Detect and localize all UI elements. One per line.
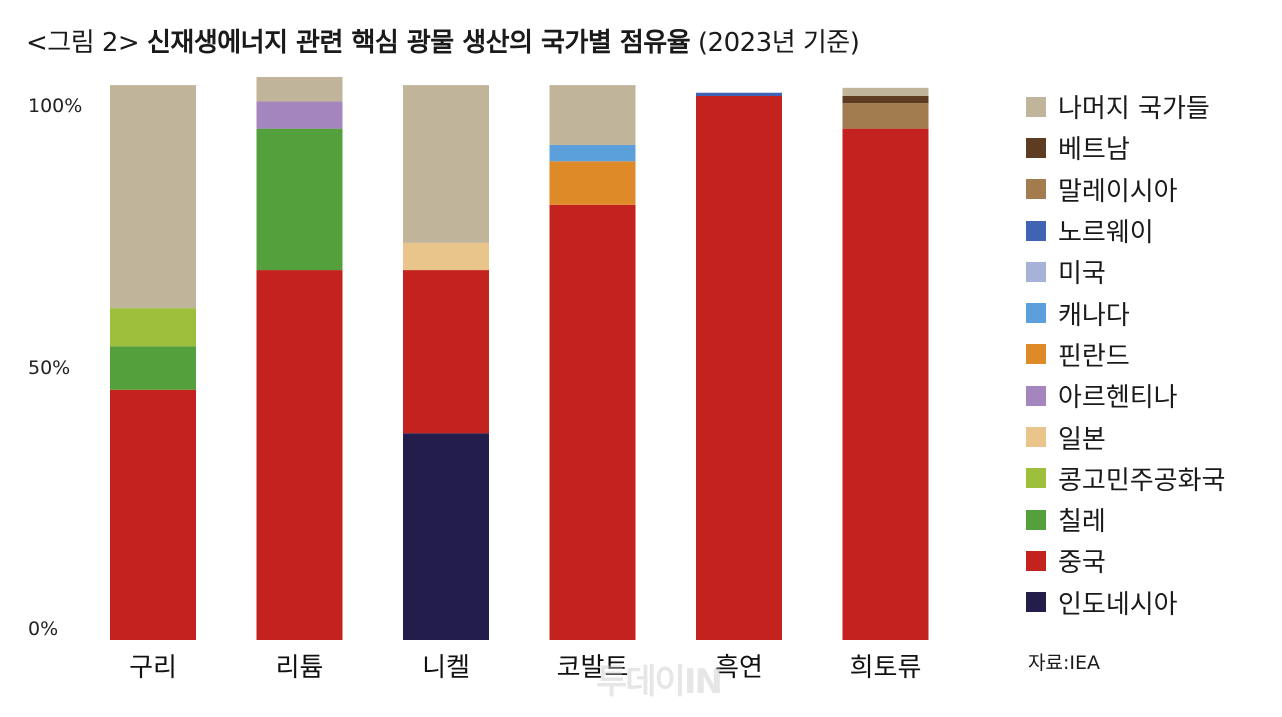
legend-swatch: [1026, 468, 1046, 489]
legend-item: 아르헨티나: [1026, 375, 1225, 416]
legend-swatch: [1026, 179, 1046, 200]
x-tick-label: 코발트: [557, 653, 629, 683]
legend-label: 미국: [1058, 259, 1106, 290]
legend-label: 중국: [1058, 548, 1106, 579]
legend-label: 인도네시아: [1058, 589, 1178, 620]
bar-segment: [110, 85, 196, 309]
legend-item: 나머지 국가들: [1026, 86, 1225, 127]
legend-item: 베트남: [1026, 127, 1225, 168]
legend-label: 캐나다: [1058, 300, 1130, 331]
bar-segment: [256, 128, 343, 271]
x-tick-label: 리튬: [276, 653, 324, 683]
x-axis-ticks: 구리 리튬 니켈 코발트 흑연 희토류: [129, 653, 921, 683]
x-tick-label: 니켈: [422, 653, 470, 683]
legend-swatch: [1026, 509, 1046, 530]
legend-swatch: [1026, 427, 1046, 448]
legend-swatch: [1026, 550, 1046, 571]
bar-segment: [842, 87, 929, 96]
legend-item: 일본: [1026, 416, 1225, 457]
legend-label: 노르웨이: [1058, 218, 1154, 249]
bar-segment: [696, 92, 782, 96]
bar-segment: [842, 128, 929, 640]
bar-segment: [549, 144, 636, 162]
legend-item: 콩고민주공화국: [1026, 458, 1225, 499]
legend-swatch: [1026, 385, 1046, 406]
legend-item: 캐나다: [1026, 292, 1225, 333]
bars-group: [110, 76, 929, 641]
bar-segment: [256, 101, 343, 129]
legend-label: 아르헨티나: [1058, 383, 1178, 414]
bar-segment: [696, 96, 782, 640]
legend-label: 콩고민주공화국: [1058, 465, 1226, 496]
chart-title: <그림 2> 신재생에너지 관련 핵심 광물 생산의 국가별 점유율 (2023…: [26, 22, 860, 59]
y-tick-label: 100%: [28, 95, 82, 117]
legend-swatch: [1026, 220, 1046, 241]
legend-label: 핀란드: [1058, 341, 1130, 372]
bar-segment: [110, 346, 196, 390]
legend-item: 중국: [1026, 540, 1225, 581]
bar-segment: [403, 85, 489, 243]
legend-item: 핀란드: [1026, 334, 1225, 375]
x-tick-label: 희토류: [850, 653, 922, 683]
legend-label: 나머지 국가들: [1058, 94, 1210, 125]
title-main: 신재생에너지 관련 핵심 광물 생산의 국가별 점유율: [146, 28, 691, 58]
legend-swatch: [1026, 344, 1046, 365]
legend-swatch: [1026, 592, 1046, 613]
bar-segment: [403, 242, 489, 271]
legend-swatch: [1026, 303, 1046, 324]
legend-label: 말레이시아: [1058, 176, 1178, 207]
x-tick-label: 흑연: [715, 653, 763, 683]
y-tick-label: 0%: [28, 618, 58, 640]
legend-item: 인도네시아: [1026, 582, 1225, 623]
legend-item: 말레이시아: [1026, 169, 1225, 210]
bar-segment: [403, 433, 489, 640]
bar-segment: [403, 270, 489, 434]
y-tick-label: 50%: [28, 357, 70, 379]
legend-item: 미국: [1026, 251, 1225, 292]
legend-swatch: [1026, 96, 1046, 117]
legend-swatch: [1026, 261, 1046, 282]
legend-label: 칠레: [1058, 507, 1106, 538]
title-sub: (2023년 기준): [697, 28, 860, 58]
x-tick-label: 구리: [129, 653, 177, 683]
watermark: 투데이IN: [596, 662, 723, 702]
figure-number: <그림 2>: [26, 28, 140, 58]
legend-label: 일본: [1058, 424, 1106, 455]
bar-segment: [110, 389, 196, 640]
legend-label: 베트남: [1058, 135, 1130, 166]
bar-segment: [549, 204, 636, 641]
bar-segment: [842, 96, 929, 104]
legend-item: 칠레: [1026, 499, 1225, 540]
bar-segment: [549, 161, 636, 205]
y-axis-ticks: 0% 50% 100%: [28, 95, 82, 640]
bar-segment: [549, 85, 636, 145]
bar-segment: [110, 308, 196, 347]
legend-item: 노르웨이: [1026, 210, 1225, 251]
bar-segment: [256, 270, 343, 640]
legend-swatch: [1026, 137, 1046, 158]
source-label: 자료:IEA: [1028, 652, 1100, 674]
bar-segment: [842, 103, 929, 129]
bar-segment: [256, 76, 343, 102]
